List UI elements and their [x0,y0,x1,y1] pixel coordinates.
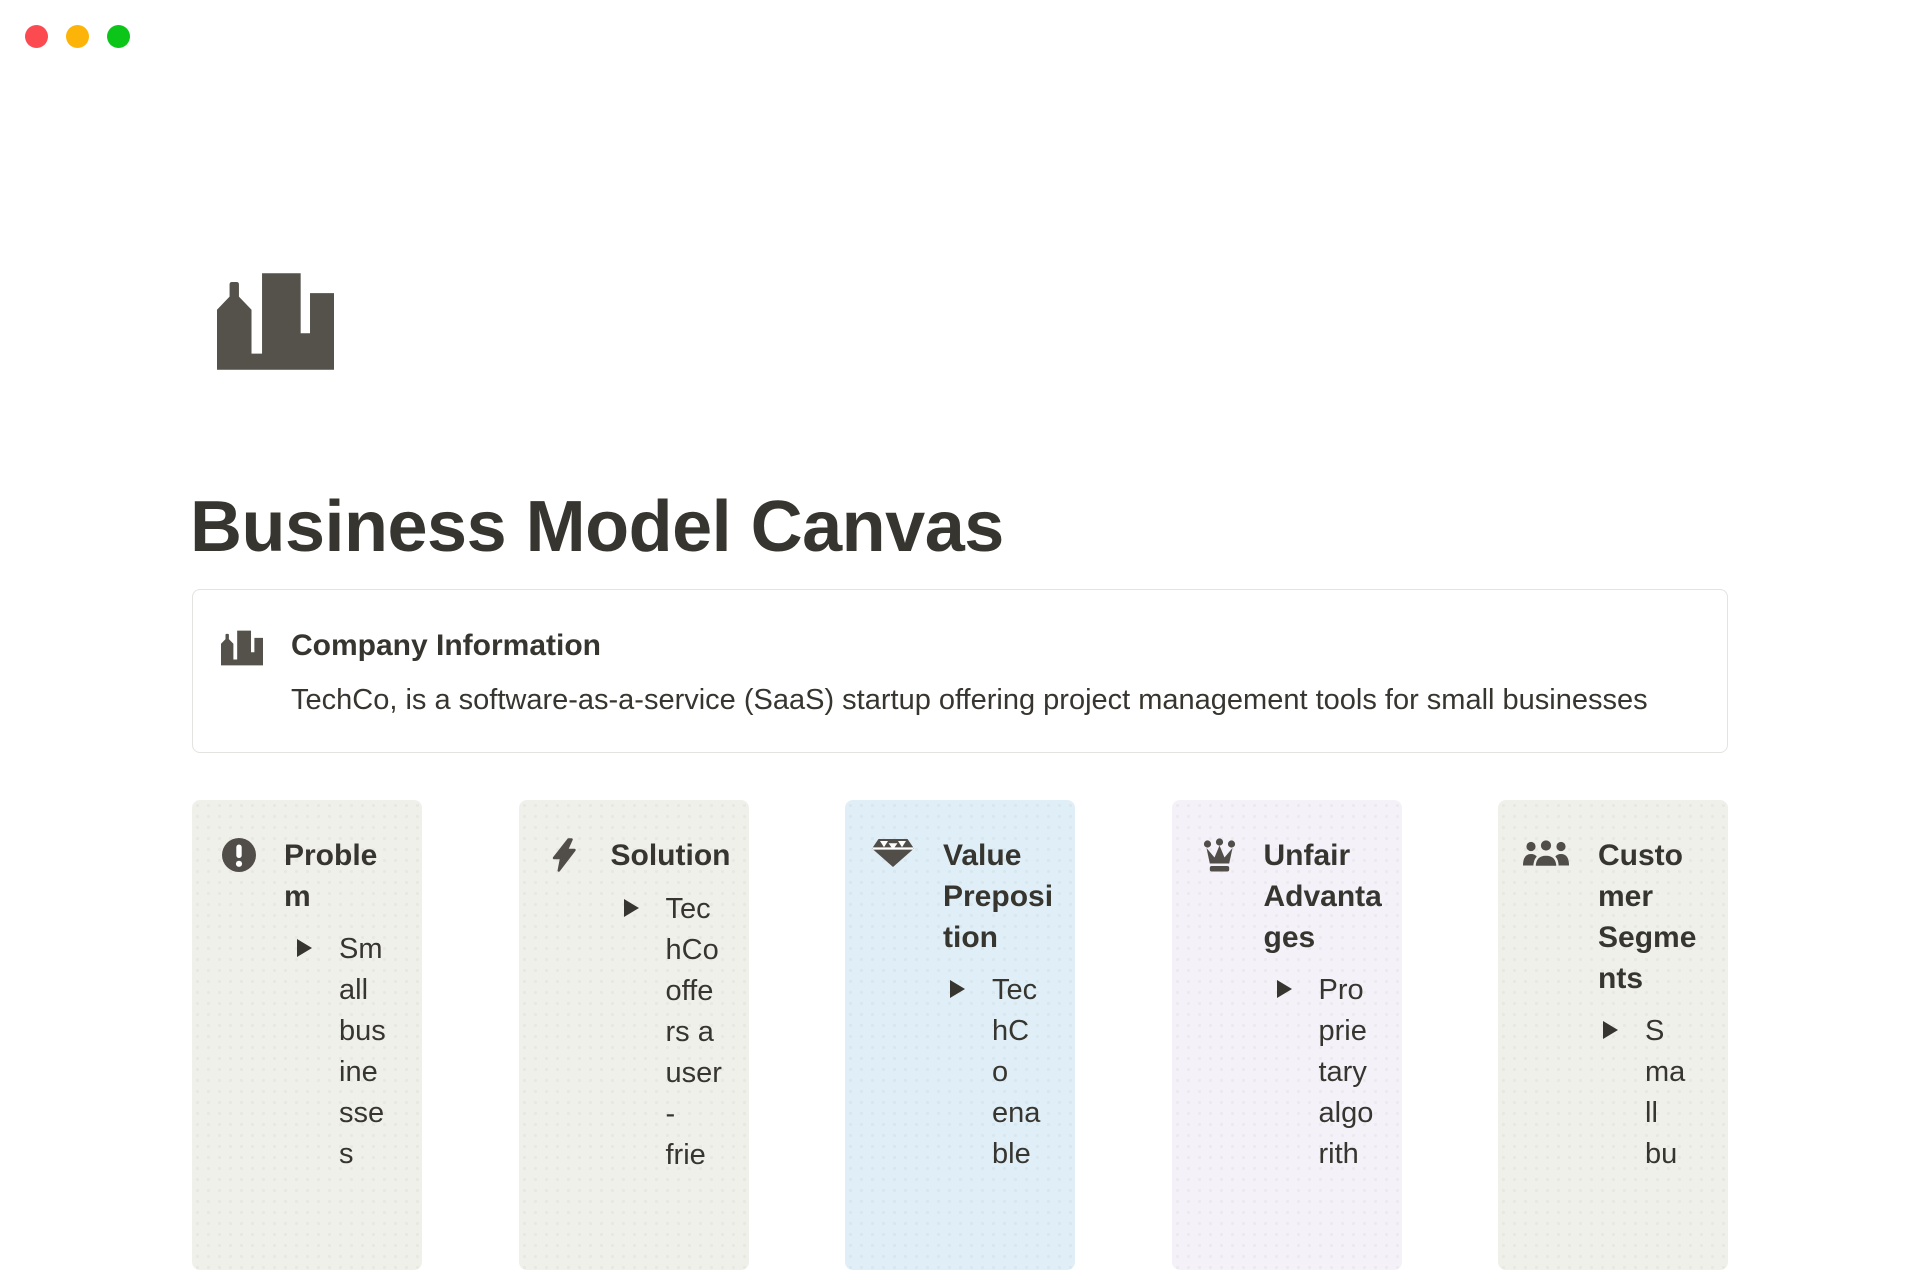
list-item[interactable]: Tec hCo offe rs a user - frie [549,889,731,1176]
card-problem[interactable]: Proble m Sm all bus ine sse s [192,800,422,1270]
card-title: Solution [610,839,731,872]
list-item[interactable]: Sm all bus ine sse s [222,929,404,1175]
triangle-bullet-icon [623,899,639,917]
people-group-icon [1522,837,1570,873]
card-value-preposition[interactable]: Value Preposi tion Tec hC o ena ble [845,800,1075,1270]
list-item-text: Pro prie tary algo rith [1318,974,1374,1170]
triangle-bullet-icon [1276,980,1292,998]
minimize-button[interactable] [66,25,89,48]
list-item[interactable]: Pro prie tary algo rith [1202,970,1384,1175]
page-icon-city-buildings-icon[interactable] [217,273,334,375]
city-buildings-icon [221,630,263,671]
list-item-text: Tec hC o ena ble [992,974,1041,1170]
triangle-bullet-icon [297,939,312,957]
page-title[interactable]: Business Model Canvas [190,487,1004,567]
card-solution[interactable]: Solution Tec hCo offe rs a user - frie [518,800,749,1270]
callout-title: Company Information [291,629,602,662]
card-unfair-advantages[interactable]: Unfair Advanta ges Pro prie tary algo rith [1171,800,1402,1270]
list-item-text: Sm all bus ine sse s [339,933,386,1170]
callout-body: TechCo, is a software-as-a-service (SaaS… [291,684,1648,716]
card-title: Custo mer Segme nts [1598,839,1697,995]
canvas-cards-row: Proble m Sm all bus ine sse s Solution Tec hCo o… [192,800,1728,1270]
zoom-button[interactable] [107,25,130,48]
notion-window: { "window": { "traffic_lights": { "close… [25,25,1728,1270]
crown-icon [1202,838,1236,880]
card-title: Proble m [284,839,378,913]
lightning-bolt-icon [549,838,583,877]
close-button[interactable] [25,25,48,48]
triangle-bullet-icon [950,980,965,998]
list-item-text: Tec hCo offe rs a user - frie [665,893,722,1171]
list-item[interactable]: Tec hC o ena ble [875,970,1057,1175]
exclamation-circle-icon [222,838,256,877]
card-title: Value Preposi tion [943,839,1054,954]
gem-icon [871,838,915,873]
company-info-callout[interactable]: Company Information TechCo, is a softwar… [192,589,1728,753]
triangle-bullet-icon [1603,1021,1618,1039]
card-title: Unfair Advanta ges [1263,839,1382,954]
window-controls [25,25,130,48]
